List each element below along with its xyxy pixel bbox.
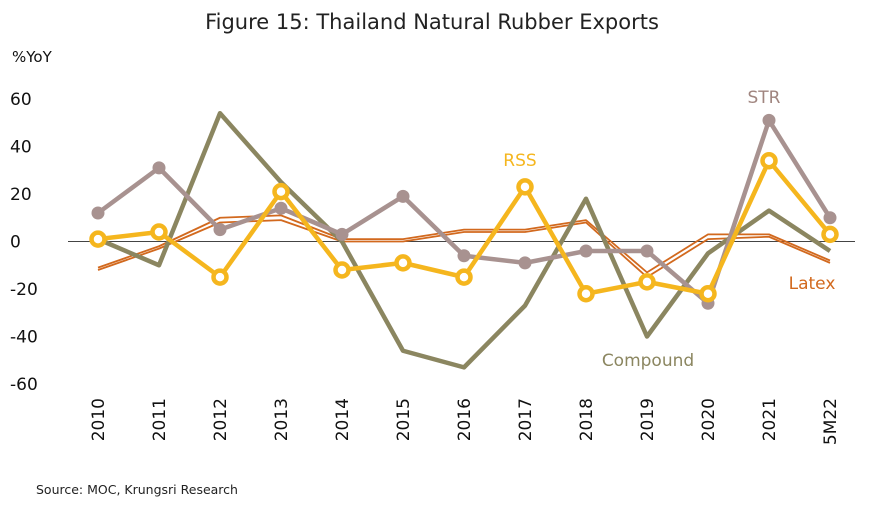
x-tick-label: 2014 xyxy=(333,398,353,441)
rss-point xyxy=(760,152,778,170)
rss-point xyxy=(516,178,534,196)
str-point xyxy=(396,189,410,203)
y-axis-label: %YoY xyxy=(12,48,53,66)
str-point xyxy=(274,201,288,215)
latex-outline-series-line xyxy=(97,219,831,279)
str-point xyxy=(213,223,227,237)
y-tick-label: -40 xyxy=(10,328,38,348)
rss-series-label: RSS xyxy=(503,151,536,171)
str-point xyxy=(335,227,349,241)
rss-point xyxy=(699,285,717,303)
y-tick-label: 60 xyxy=(10,90,32,110)
str-point xyxy=(579,244,593,258)
x-tick-label: 2015 xyxy=(394,398,414,441)
source-note: Source: MOC, Krungsri Research xyxy=(36,482,238,497)
y-tick-label: 40 xyxy=(10,138,32,158)
str-point xyxy=(762,113,776,127)
str-point xyxy=(518,256,532,270)
x-tick-label: 2013 xyxy=(272,398,292,441)
plot-area xyxy=(68,111,855,370)
x-tick-label: 2016 xyxy=(455,398,475,441)
str-point xyxy=(152,161,166,175)
y-tick-label: 20 xyxy=(10,185,32,205)
latex-series-label: Latex xyxy=(789,274,836,294)
y-tick-label: 0 xyxy=(10,233,21,253)
compound-series-line xyxy=(97,111,832,370)
y-axis-ticks: 60 40 20 0 -20 -40 -60 xyxy=(10,90,38,395)
rss-point xyxy=(821,225,839,244)
y-tick-label: -20 xyxy=(10,280,38,300)
str-point xyxy=(823,211,837,225)
x-tick-label: 2010 xyxy=(89,398,109,441)
str-point xyxy=(457,249,471,263)
rss-point xyxy=(333,261,351,279)
x-tick-label: 2021 xyxy=(760,398,780,441)
rss-point xyxy=(211,268,229,286)
x-tick-label: 2017 xyxy=(516,398,536,441)
rss-point xyxy=(89,230,107,248)
rss-point xyxy=(150,223,168,241)
x-axis-ticks: 2010 2011 2012 2013 2014 2015 2016 2017 2018 2019… xyxy=(89,398,841,445)
rss-point xyxy=(638,273,656,291)
x-tick-label: 2012 xyxy=(211,398,231,441)
x-tick-label: 5M22 xyxy=(821,398,841,445)
rss-point xyxy=(455,268,473,286)
rss-point xyxy=(394,254,412,272)
str-series-label: STR xyxy=(748,88,781,108)
y-tick-label: -60 xyxy=(10,375,38,395)
x-tick-label: 2020 xyxy=(699,398,719,441)
compound-series-label: Compound xyxy=(602,351,694,371)
rss-point xyxy=(577,285,595,303)
str-point xyxy=(640,244,654,258)
x-tick-label: 2019 xyxy=(638,398,658,441)
chart-title: Figure 15: Thailand Natural Rubber Expor… xyxy=(205,10,659,34)
str-point xyxy=(91,206,105,220)
latex-series-line xyxy=(97,214,831,274)
rss-point xyxy=(272,182,290,201)
x-tick-label: 2011 xyxy=(150,398,170,441)
x-tick-label: 2018 xyxy=(577,398,597,441)
